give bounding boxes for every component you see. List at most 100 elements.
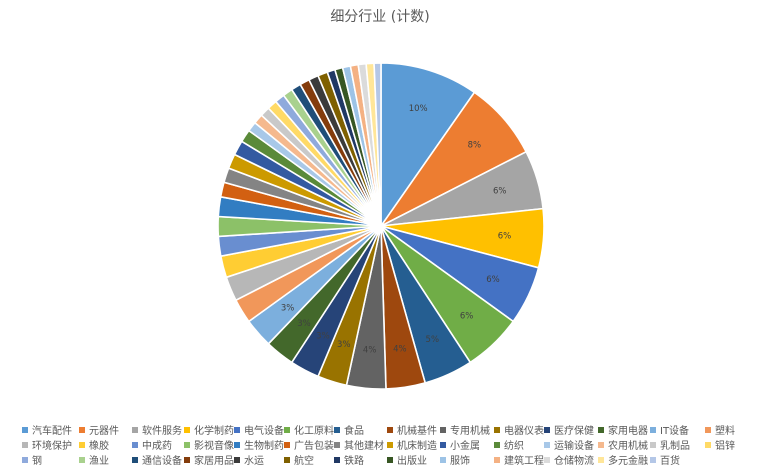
legend-item: 影视音像 (184, 441, 234, 453)
legend-swatch (494, 427, 500, 433)
chart-title: 细分行业 (计数) (330, 9, 430, 25)
legend-swatch (234, 427, 240, 433)
legend-label: 服饰 (450, 456, 470, 467)
legend-label: 医疗保健 (554, 426, 594, 437)
legend-swatch (79, 427, 85, 433)
legend-label: 机械基件 (397, 426, 437, 437)
legend-item: 电气设备 (234, 426, 284, 438)
legend-swatch (334, 427, 340, 433)
legend-item: 出版业 (387, 456, 427, 468)
data-label-12: 3% (281, 303, 295, 313)
legend-swatch (650, 457, 656, 463)
legend-label: 仓储物流 (554, 456, 594, 467)
pie-slice-40 (373, 62, 382, 227)
legend-swatch (79, 442, 85, 448)
legend-item: 小金属 (440, 441, 480, 453)
legend-item: 家居用品 (184, 456, 234, 468)
legend-swatch (234, 457, 240, 463)
legend-swatch (440, 427, 446, 433)
legend-swatch (234, 442, 240, 448)
pie-chart: 10%8%6%6%6%6%5%4%4%3%3%3%3% (217, 62, 545, 390)
legend-label: 机床制造 (397, 441, 437, 452)
title-clip (0, 0, 760, 2)
legend-item: IT设备 (650, 426, 689, 438)
legend-item: 医疗保健 (544, 426, 594, 438)
legend-label: 航空 (294, 456, 314, 467)
legend-item: 广告包装 (284, 441, 334, 453)
legend-label: 电气设备 (244, 426, 284, 437)
legend-label: 橡胶 (89, 441, 109, 452)
data-label-2: 6% (493, 187, 507, 197)
data-label-4: 6% (486, 275, 500, 285)
legend-label: 钢 (32, 456, 42, 467)
legend-swatch (705, 442, 711, 448)
legend-item: 生物制药 (234, 441, 284, 453)
legend-swatch (544, 427, 550, 433)
legend-item: 机械基件 (387, 426, 437, 438)
legend-item: 家用电器 (598, 426, 648, 438)
legend-swatch (650, 442, 656, 448)
legend-label: 出版业 (397, 456, 427, 467)
legend-swatch (598, 442, 604, 448)
legend-label: 百货 (660, 456, 680, 467)
legend-swatch (440, 457, 446, 463)
data-label-3: 6% (498, 231, 512, 241)
legend-swatch (387, 442, 393, 448)
legend-item: 运输设备 (544, 441, 594, 453)
legend-item: 专用机械 (440, 426, 490, 438)
legend-label: 农用机械 (608, 441, 648, 452)
legend-label: 通信设备 (142, 456, 182, 467)
legend-swatch (79, 457, 85, 463)
legend-label: 化工原料 (294, 426, 334, 437)
legend-label: 电器仪表 (504, 426, 544, 437)
legend-item: 通信设备 (132, 456, 182, 468)
legend-swatch (184, 427, 190, 433)
legend-swatch (494, 457, 500, 463)
legend-item: 食品 (334, 426, 364, 438)
legend-label: 其他建材 (344, 441, 384, 452)
legend-item: 塑料 (705, 426, 735, 438)
data-label-7: 4% (393, 344, 407, 354)
legend-label: 运输设备 (554, 441, 594, 452)
legend-swatch (22, 427, 28, 433)
legend-item: 化工原料 (284, 426, 334, 438)
legend-swatch (544, 442, 550, 448)
data-label-11: 3% (297, 319, 311, 329)
legend-item: 多元金融 (598, 456, 648, 468)
legend-label: 生物制药 (244, 441, 284, 452)
legend-label: 广告包装 (294, 441, 334, 452)
legend-swatch (598, 427, 604, 433)
legend-label: 汽车配件 (32, 426, 72, 437)
legend-item: 化学制药 (184, 426, 234, 438)
legend-label: 塑料 (715, 426, 735, 437)
legend-label: 多元金融 (608, 456, 648, 467)
legend-item: 仓储物流 (544, 456, 594, 468)
legend-swatch (22, 457, 28, 463)
legend-swatch (334, 457, 340, 463)
legend-label: 小金属 (450, 441, 480, 452)
legend-item: 纺织 (494, 441, 524, 453)
legend-label: 软件服务 (142, 426, 182, 437)
legend-item: 钢 (22, 456, 42, 468)
legend-item: 环境保护 (22, 441, 72, 453)
legend-item: 汽车配件 (22, 426, 72, 438)
legend-label: 家居用品 (194, 456, 234, 467)
legend-swatch (132, 442, 138, 448)
legend-item: 百货 (650, 456, 680, 468)
legend-label: 乳制品 (660, 441, 690, 452)
legend-label: 建筑工程 (504, 456, 544, 467)
legend-item: 建筑工程 (494, 456, 544, 468)
legend-label: 渔业 (89, 456, 109, 467)
legend-label: 影视音像 (194, 441, 234, 452)
legend-label: 食品 (344, 426, 364, 437)
legend-item: 渔业 (79, 456, 109, 468)
legend-label: IT设备 (660, 426, 690, 437)
legend-item: 航空 (284, 456, 314, 468)
legend-item: 橡胶 (79, 441, 109, 453)
data-label-8: 4% (363, 345, 377, 355)
legend-swatch (387, 427, 393, 433)
legend-item: 元器件 (79, 426, 119, 438)
legend-label: 元器件 (89, 426, 119, 437)
legend-swatch (22, 442, 28, 448)
data-label-0: 10% (409, 104, 428, 114)
